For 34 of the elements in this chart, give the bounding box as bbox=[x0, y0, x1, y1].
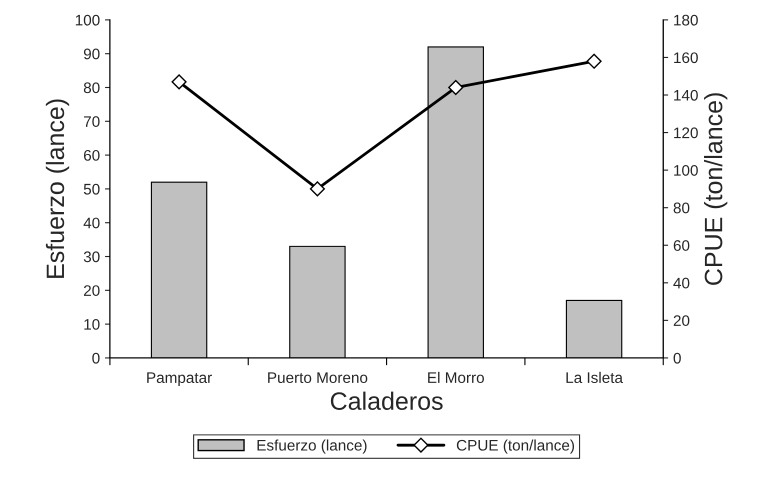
y2-tick-label: 100 bbox=[674, 164, 698, 176]
y-tick-label: 10 bbox=[84, 318, 100, 330]
y-tick-label: 90 bbox=[84, 48, 100, 60]
x-tick-label: Pampatar bbox=[147, 372, 212, 386]
y2-tick-label: 0 bbox=[674, 352, 681, 364]
x-axis-title: Caladeros bbox=[330, 392, 443, 410]
y2-tick-label: 80 bbox=[674, 202, 690, 214]
y-tick-label: 20 bbox=[84, 285, 100, 296]
y-tick-label: 80 bbox=[84, 82, 100, 94]
y2-tick-label: 160 bbox=[674, 52, 698, 64]
y2-tick-label: 140 bbox=[674, 90, 698, 101]
point bbox=[448, 80, 464, 96]
y-tick-label: 100 bbox=[76, 14, 100, 26]
legend-label: Esfuerzo (lance) bbox=[258, 439, 367, 454]
y-tick-label: 40 bbox=[84, 218, 100, 228]
x-tick-label: La Isleta bbox=[566, 372, 623, 384]
x-tick-label: Puerto Moreno bbox=[268, 372, 368, 384]
point bbox=[172, 74, 187, 90]
point bbox=[310, 181, 325, 196]
legend-label: CPUE (ton/lance) bbox=[456, 439, 574, 454]
y-tick-label: 60 bbox=[84, 150, 100, 161]
y-tick-label: 0 bbox=[92, 352, 100, 364]
y2-tick-label: 120 bbox=[674, 127, 698, 138]
y-axis-title: Esfuerzo (lance) bbox=[46, 99, 70, 278]
x-tick-label: El Morro bbox=[428, 372, 484, 384]
y2-tick-label: 60 bbox=[674, 240, 690, 251]
y2-axis-title: CPUE (ton/lance) bbox=[704, 93, 728, 285]
y2-tick-label: 40 bbox=[673, 278, 690, 288]
point bbox=[586, 54, 602, 69]
y-tick-label: 30 bbox=[84, 251, 100, 262]
y-tick-label: 70 bbox=[84, 116, 100, 127]
y2-tick-label: 180 bbox=[674, 14, 698, 26]
y-tick-label: 50 bbox=[84, 184, 100, 195]
y2-tick-label: 20 bbox=[674, 315, 690, 326]
